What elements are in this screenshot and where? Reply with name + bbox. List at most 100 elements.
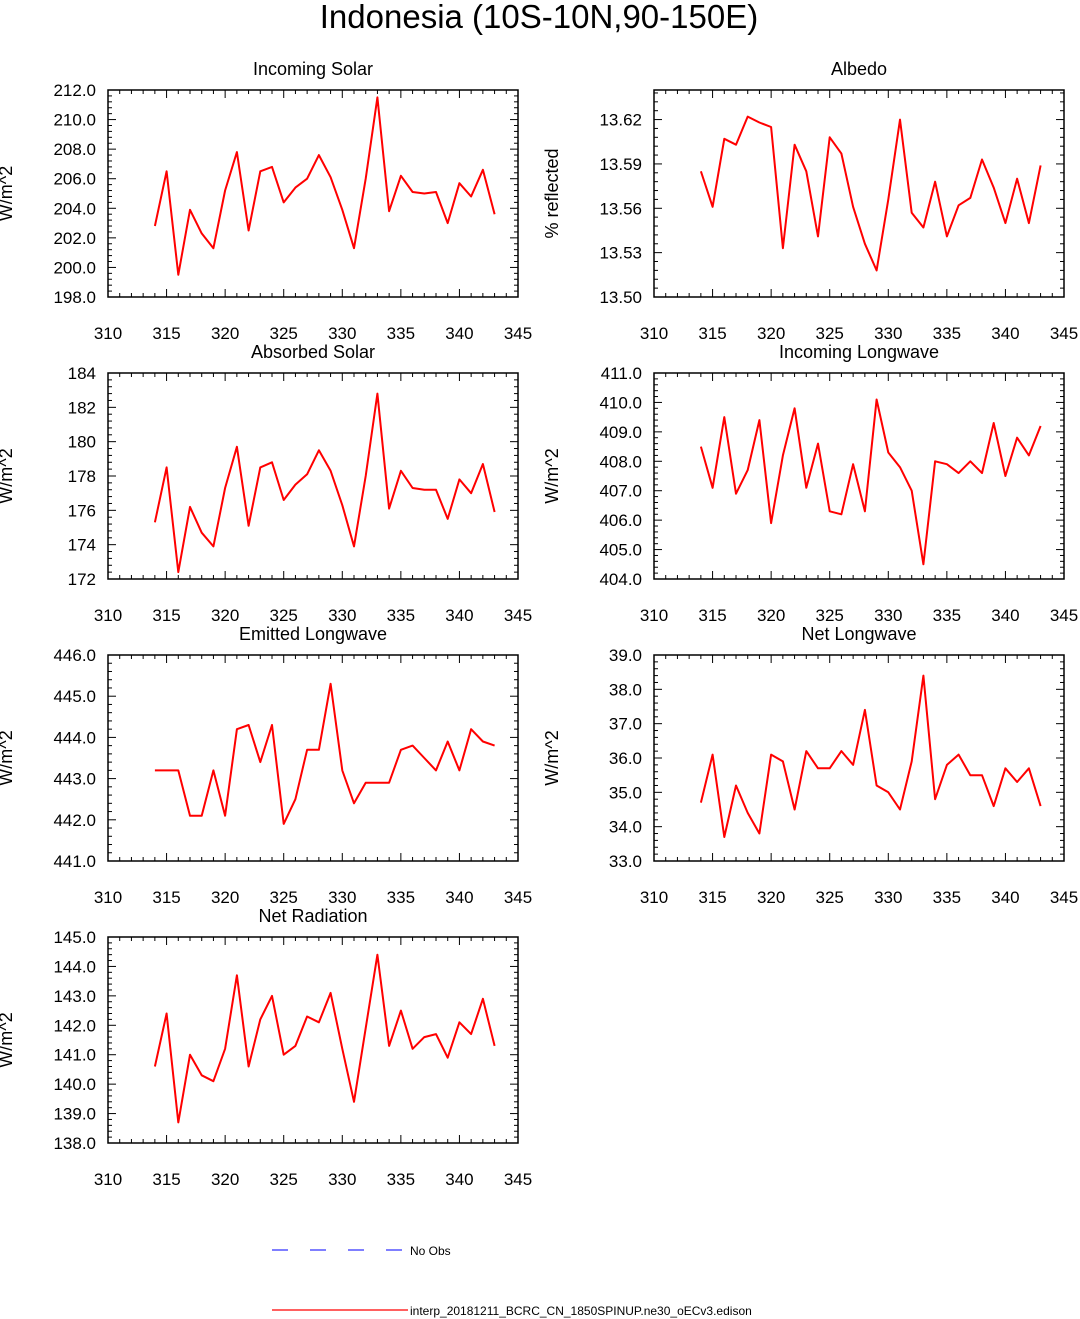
x-tick-label: 340	[445, 1170, 473, 1189]
plot-frame	[107, 89, 519, 298]
x-tick-label: 315	[152, 324, 180, 343]
legend: No Obs interp_20181211_BCRC_CN_1850SPINU…	[272, 1244, 752, 1318]
x-tick-label: 325	[270, 324, 298, 343]
y-axis-label: W/m^2	[0, 448, 16, 503]
y-tick-label: 200.0	[53, 258, 96, 277]
x-tick-label: 320	[211, 324, 239, 343]
y-tick-label: 38.0	[609, 680, 642, 699]
y-tick-label: 443.0	[53, 770, 96, 789]
x-tick-label: 345	[504, 888, 532, 907]
y-tick-label: 180	[68, 433, 96, 452]
y-axis-label: % reflected	[542, 148, 562, 238]
y-tick-label: 39.0	[609, 646, 642, 665]
x-tick-label: 325	[270, 888, 298, 907]
x-tick-label: 310	[640, 324, 668, 343]
legend-obs-label: No Obs	[410, 1244, 451, 1258]
y-tick-label: 141.0	[53, 1046, 96, 1065]
panel-title: Incoming Solar	[253, 59, 373, 79]
x-tick-label: 330	[328, 1170, 356, 1189]
x-tick-label: 315	[698, 606, 726, 625]
x-tick-label: 335	[387, 888, 415, 907]
x-tick-label: 340	[445, 888, 473, 907]
x-tick-label: 345	[504, 1170, 532, 1189]
panel-title: Incoming Longwave	[779, 342, 939, 362]
y-tick-label: 405.0	[599, 541, 642, 560]
x-tick-label: 330	[328, 606, 356, 625]
y-tick-label: 409.0	[599, 423, 642, 442]
y-tick-label: 210.0	[53, 111, 96, 130]
series-line	[153, 96, 496, 276]
x-tick-label: 320	[757, 888, 785, 907]
x-tick-label: 335	[933, 324, 961, 343]
y-tick-label: 182	[68, 398, 96, 417]
x-tick-label: 335	[933, 606, 961, 625]
y-tick-label: 34.0	[609, 818, 642, 837]
plot-frame	[107, 372, 519, 580]
x-tick-label: 340	[991, 606, 1019, 625]
y-tick-label: 143.0	[53, 987, 96, 1006]
legend-model-label: interp_20181211_BCRC_CN_1850SPINUP.ne30_…	[410, 1304, 752, 1318]
x-tick-label: 330	[328, 324, 356, 343]
y-tick-label: 445.0	[53, 687, 96, 706]
y-tick-label: 406.0	[599, 511, 642, 530]
panel: Incoming Solar W/m^2 310 315 320 325 330 335 340…	[0, 59, 532, 343]
x-tick-label: 340	[991, 888, 1019, 907]
panel: Net Radiation W/m^2 310 315 320 325 330 335 340 3…	[0, 906, 532, 1189]
panel: Emitted Longwave W/m^2 310 315 320 325 330 335 3…	[0, 624, 532, 907]
x-tick-label: 315	[698, 324, 726, 343]
y-tick-label: 404.0	[599, 570, 642, 589]
x-tick-label: 335	[933, 888, 961, 907]
x-tick-label: 320	[211, 1170, 239, 1189]
y-tick-label: 446.0	[53, 646, 96, 665]
x-tick-label: 325	[270, 606, 298, 625]
y-tick-label: 145.0	[53, 928, 96, 947]
panel: Albedo % reflected 310 315 320 325 330 335 340 34…	[542, 59, 1078, 343]
y-tick-label: 442.0	[53, 811, 96, 830]
series-line	[153, 392, 496, 574]
x-tick-label: 310	[640, 606, 668, 625]
y-tick-label: 13.50	[599, 288, 642, 307]
y-tick-label: 144.0	[53, 957, 96, 976]
panel-title: Albedo	[831, 59, 887, 79]
x-tick-label: 310	[94, 1170, 122, 1189]
panel: Net Longwave W/m^2 310 315 320 325 330 335 340 34…	[542, 624, 1078, 907]
panel-title: Absorbed Solar	[251, 342, 375, 362]
x-tick-label: 345	[504, 324, 532, 343]
x-tick-label: 310	[94, 888, 122, 907]
series-line	[154, 682, 495, 825]
y-tick-label: 444.0	[53, 728, 96, 747]
y-tick-label: 172	[68, 570, 96, 589]
x-tick-label: 315	[152, 606, 180, 625]
y-tick-label: 33.0	[609, 852, 642, 871]
y-tick-label: 178	[68, 467, 96, 486]
x-tick-label: 330	[874, 324, 902, 343]
plot-frame	[107, 654, 519, 862]
series-line	[699, 115, 1042, 272]
x-tick-label: 340	[445, 324, 473, 343]
y-tick-label: 142.0	[53, 1016, 96, 1035]
x-tick-label: 330	[328, 888, 356, 907]
x-tick-label: 315	[152, 888, 180, 907]
y-tick-label: 13.59	[599, 155, 642, 174]
y-tick-label: 212.0	[53, 81, 96, 100]
panel-title: Emitted Longwave	[239, 624, 387, 644]
x-tick-label: 340	[991, 324, 1019, 343]
x-tick-label: 345	[1050, 606, 1078, 625]
y-axis-label: W/m^2	[0, 1012, 16, 1067]
panels: Incoming Solar W/m^2 310 315 320 325 330 335 340…	[0, 59, 1078, 1189]
y-tick-label: 35.0	[609, 783, 642, 802]
plot-frame	[653, 89, 1065, 298]
y-tick-label: 139.0	[53, 1105, 96, 1124]
x-tick-label: 320	[211, 606, 239, 625]
plot-frame	[653, 654, 1065, 862]
y-axis-label: W/m^2	[0, 730, 16, 785]
x-tick-label: 310	[94, 324, 122, 343]
panel-title: Net Radiation	[258, 906, 367, 926]
y-tick-label: 206.0	[53, 170, 96, 189]
x-tick-label: 340	[445, 606, 473, 625]
x-tick-label: 325	[816, 324, 844, 343]
x-tick-label: 310	[640, 888, 668, 907]
x-tick-label: 315	[698, 888, 726, 907]
y-tick-label: 37.0	[609, 715, 642, 734]
panel: Absorbed Solar W/m^2 310 315 320 325 330 335 340…	[0, 342, 532, 625]
